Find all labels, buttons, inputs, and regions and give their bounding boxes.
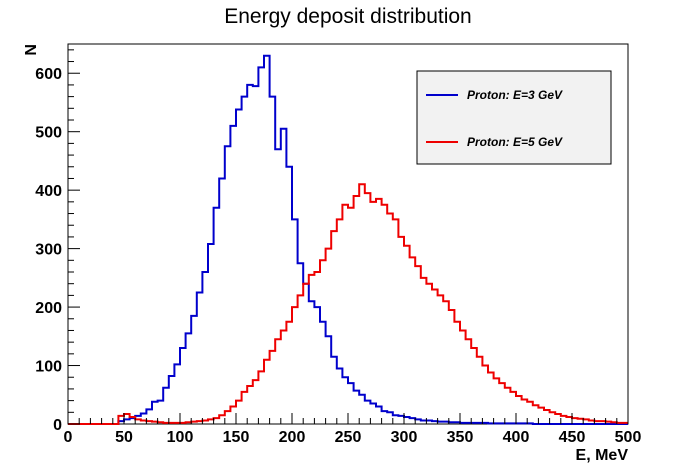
y-tick-label: 0 (53, 417, 62, 434)
legend-box (416, 70, 612, 165)
y-axis-label: N (23, 44, 40, 56)
y-axis: 0 100 200 300 400 500 600 (35, 49, 80, 434)
y-tick-label: 600 (35, 66, 62, 83)
legend-label-1: Proton: E=3 GeV (467, 88, 563, 102)
y-tick-label: 400 (35, 183, 62, 200)
legend: Proton: E=3 GeV Proton: E=5 GeV (416, 70, 612, 165)
x-tick-label: 450 (559, 429, 586, 446)
y-tick-label: 300 (35, 242, 62, 259)
y-tick-label: 200 (35, 300, 62, 317)
x-tick-label: 200 (279, 429, 306, 446)
x-tick-label: 400 (503, 429, 530, 446)
x-tick-label: 100 (167, 429, 194, 446)
series-line-2 (68, 183, 628, 425)
x-tick-label: 0 (64, 429, 73, 446)
y-tick-label: 500 (35, 125, 62, 142)
x-tick-label: 150 (223, 429, 250, 446)
x-axis: 0 50 100 150 200 250 300 350 400 450 500 (64, 413, 642, 446)
x-tick-label: 350 (447, 429, 474, 446)
legend-label-2: Proton: E=5 GeV (467, 135, 563, 149)
chart-title: Energy deposit distribution (224, 5, 471, 28)
x-tick-label: 500 (615, 429, 642, 446)
series-layer (68, 54, 628, 425)
x-tick-label: 250 (335, 429, 362, 446)
series-line-1 (68, 54, 628, 425)
x-tick-label: 50 (115, 429, 133, 446)
y-tick-label: 100 (35, 359, 62, 376)
x-axis-label: E, MeV (576, 447, 629, 464)
x-tick-label: 300 (391, 429, 418, 446)
